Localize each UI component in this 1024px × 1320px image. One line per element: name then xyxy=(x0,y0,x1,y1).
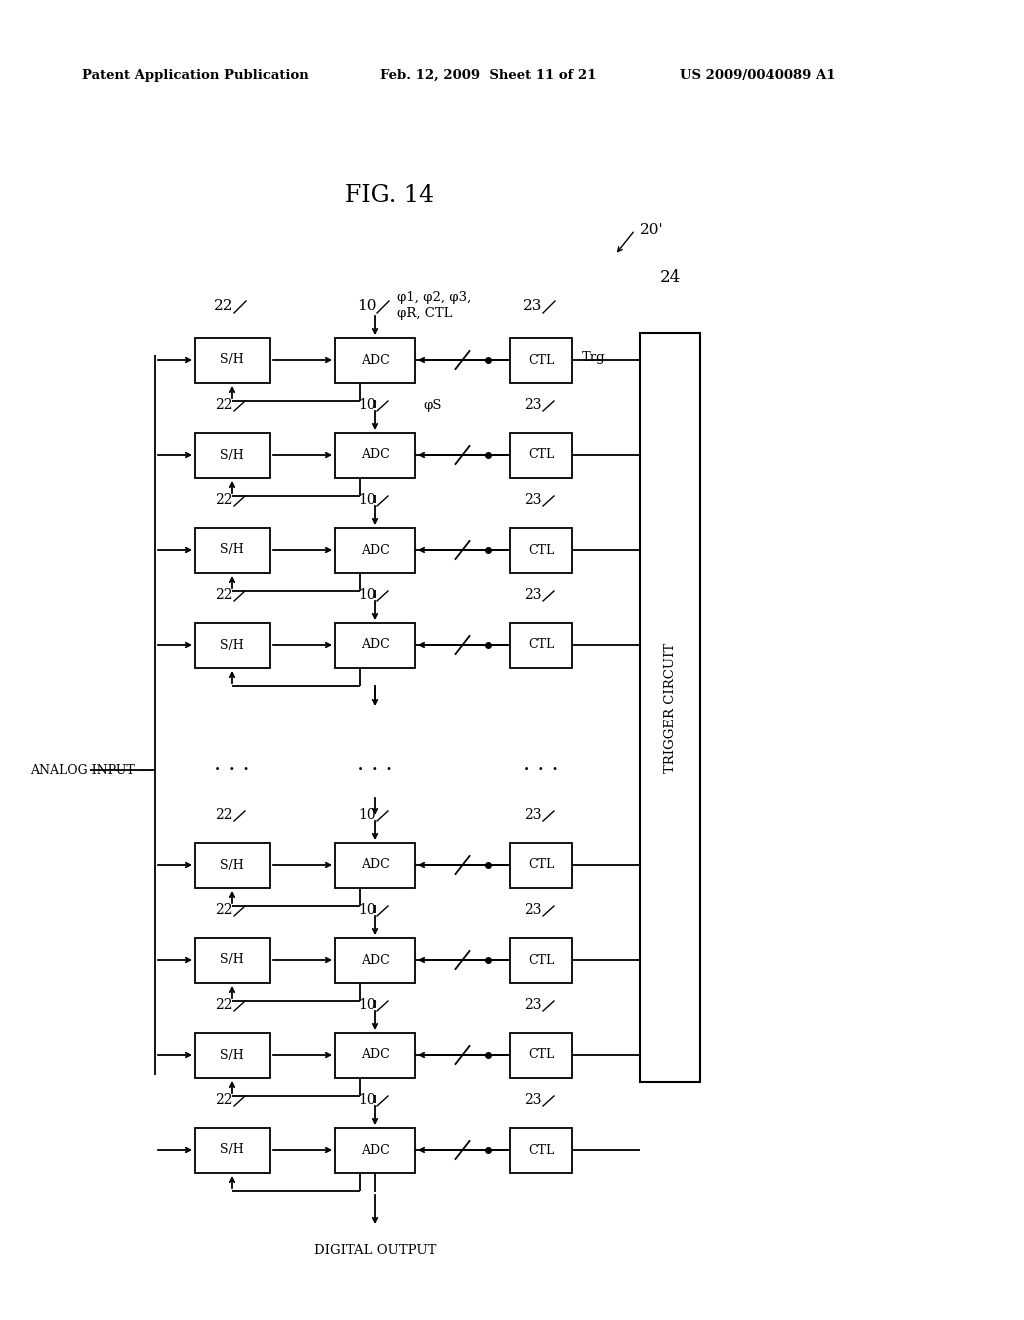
Bar xyxy=(335,433,415,478)
Text: · · ·: · · · xyxy=(357,759,393,781)
Text: · · ·: · · · xyxy=(523,759,559,781)
Text: 24: 24 xyxy=(659,269,681,286)
Text: CTL: CTL xyxy=(528,858,554,871)
Text: S/H: S/H xyxy=(220,544,244,557)
Text: φR, CTL: φR, CTL xyxy=(397,308,453,321)
Bar xyxy=(195,939,270,983)
Text: ADC: ADC xyxy=(360,858,389,871)
Text: CTL: CTL xyxy=(528,953,554,966)
Text: 22: 22 xyxy=(215,903,232,917)
Bar xyxy=(195,433,270,478)
Text: 20': 20' xyxy=(640,223,664,238)
Text: ADC: ADC xyxy=(360,449,389,462)
Text: φ1, φ2, φ3,: φ1, φ2, φ3, xyxy=(397,292,471,305)
Text: ANALOG INPUT —: ANALOG INPUT — xyxy=(30,763,152,776)
Bar xyxy=(510,433,572,478)
Bar xyxy=(195,1129,270,1173)
Text: FIG. 14: FIG. 14 xyxy=(345,183,434,206)
Text: 22: 22 xyxy=(215,587,232,602)
Bar xyxy=(510,1034,572,1078)
Text: 23: 23 xyxy=(524,903,542,917)
Bar xyxy=(335,843,415,888)
Text: 23: 23 xyxy=(524,998,542,1012)
Text: 10: 10 xyxy=(358,808,376,822)
Bar xyxy=(335,1129,415,1173)
Text: DIGITAL OUTPUT: DIGITAL OUTPUT xyxy=(313,1243,436,1257)
Text: CTL: CTL xyxy=(528,1143,554,1156)
Text: Patent Application Publication: Patent Application Publication xyxy=(82,69,309,82)
Text: 22: 22 xyxy=(215,492,232,507)
Text: Trg: Trg xyxy=(582,351,605,363)
Bar xyxy=(195,528,270,573)
Bar xyxy=(335,623,415,668)
Text: 22: 22 xyxy=(214,300,233,313)
Text: ADC: ADC xyxy=(360,1143,389,1156)
Text: ADC: ADC xyxy=(360,1048,389,1061)
Text: S/H: S/H xyxy=(220,449,244,462)
Text: CTL: CTL xyxy=(528,354,554,367)
Text: 22: 22 xyxy=(215,1093,232,1107)
Text: 10: 10 xyxy=(358,492,376,507)
Text: CTL: CTL xyxy=(528,544,554,557)
Bar xyxy=(335,939,415,983)
Text: 22: 22 xyxy=(215,399,232,412)
Text: 10: 10 xyxy=(358,587,376,602)
Text: S/H: S/H xyxy=(220,858,244,871)
Bar xyxy=(510,338,572,383)
Text: 10: 10 xyxy=(358,998,376,1012)
Bar xyxy=(195,1034,270,1078)
Text: 10: 10 xyxy=(357,300,377,313)
Bar xyxy=(510,1129,572,1173)
Text: 23: 23 xyxy=(523,300,543,313)
Text: 22: 22 xyxy=(215,998,232,1012)
Text: TRIGGER CIRCUIT: TRIGGER CIRCUIT xyxy=(664,643,677,772)
Bar xyxy=(195,843,270,888)
Text: φS: φS xyxy=(423,399,441,412)
Bar xyxy=(510,843,572,888)
Text: 23: 23 xyxy=(524,1093,542,1107)
Text: S/H: S/H xyxy=(220,1048,244,1061)
Bar xyxy=(510,939,572,983)
Text: S/H: S/H xyxy=(220,953,244,966)
Text: 23: 23 xyxy=(524,492,542,507)
Text: · · ·: · · · xyxy=(214,759,250,781)
Text: S/H: S/H xyxy=(220,639,244,652)
Text: S/H: S/H xyxy=(220,354,244,367)
Bar xyxy=(510,623,572,668)
Bar xyxy=(335,1034,415,1078)
Text: 10: 10 xyxy=(358,903,376,917)
Text: 22: 22 xyxy=(215,808,232,822)
Text: 10: 10 xyxy=(358,399,376,412)
Text: CTL: CTL xyxy=(528,639,554,652)
Text: Feb. 12, 2009  Sheet 11 of 21: Feb. 12, 2009 Sheet 11 of 21 xyxy=(380,69,596,82)
Text: ADC: ADC xyxy=(360,953,389,966)
Bar xyxy=(195,623,270,668)
Bar xyxy=(195,338,270,383)
Text: CTL: CTL xyxy=(528,449,554,462)
Bar xyxy=(335,528,415,573)
Text: 23: 23 xyxy=(524,808,542,822)
Bar xyxy=(510,528,572,573)
Text: ADC: ADC xyxy=(360,544,389,557)
Text: ADC: ADC xyxy=(360,354,389,367)
Text: S/H: S/H xyxy=(220,1143,244,1156)
Text: 23: 23 xyxy=(524,587,542,602)
Bar xyxy=(640,333,700,1082)
Text: ADC: ADC xyxy=(360,639,389,652)
Text: US 2009/0040089 A1: US 2009/0040089 A1 xyxy=(680,69,836,82)
Text: 10: 10 xyxy=(358,1093,376,1107)
Bar xyxy=(335,338,415,383)
Text: 23: 23 xyxy=(524,399,542,412)
Text: CTL: CTL xyxy=(528,1048,554,1061)
